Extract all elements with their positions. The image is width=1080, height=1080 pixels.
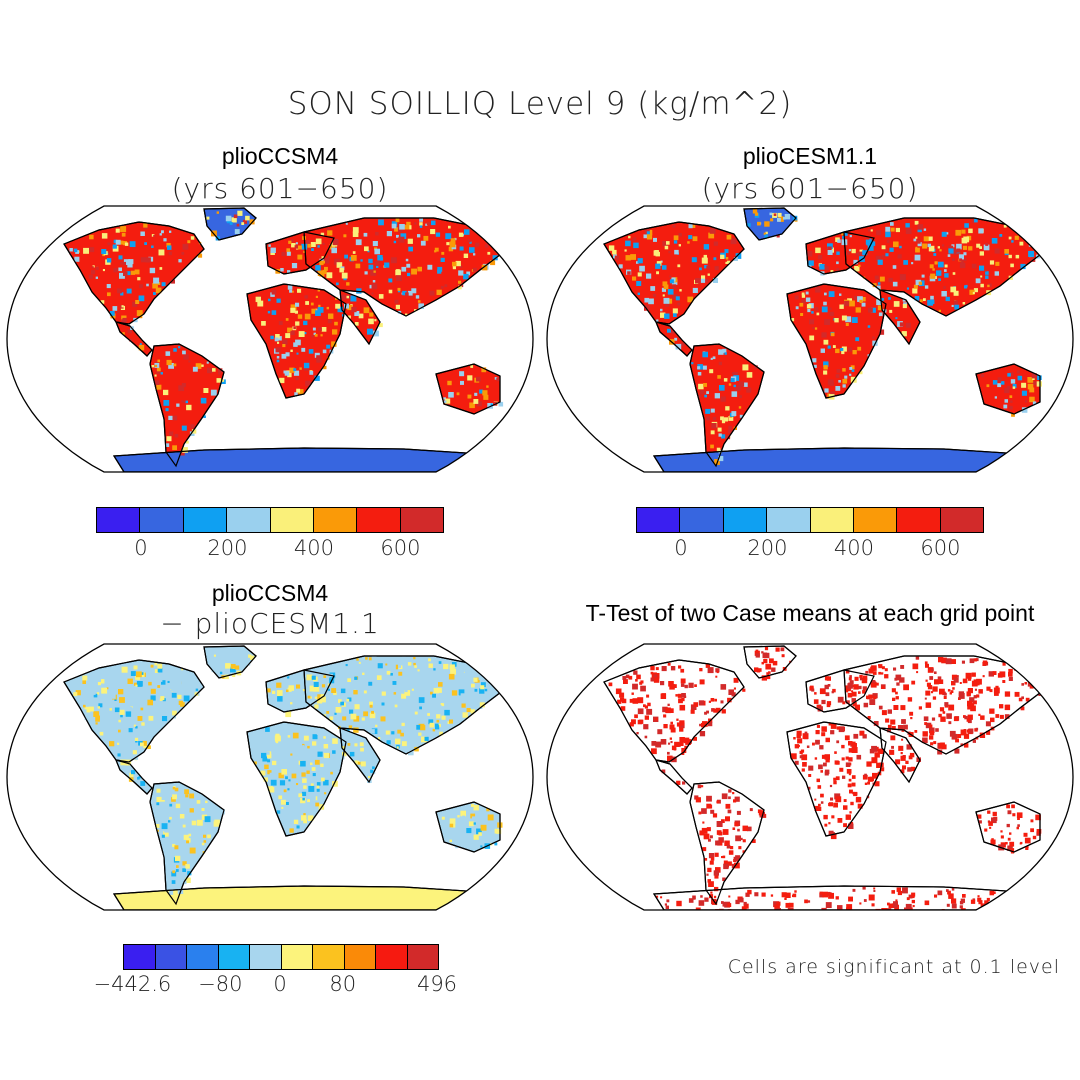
field-texture xyxy=(608,647,1053,910)
colorbar-swatch xyxy=(97,508,141,532)
colorbar-swatch xyxy=(400,508,443,532)
colorbar-tick-label: 496 xyxy=(416,972,458,996)
continent-central-america xyxy=(654,759,693,795)
panel1-map xyxy=(4,204,536,474)
field-texture xyxy=(73,653,508,904)
colorbar-tick-label: 400 xyxy=(293,536,335,560)
colorbar-swatch xyxy=(680,508,724,532)
panel2-map xyxy=(544,204,1076,474)
field-texture xyxy=(608,209,1048,465)
field-texture xyxy=(69,210,504,456)
continent-south-america xyxy=(689,343,765,468)
colorbar-swatch xyxy=(723,508,768,532)
colorbar-labels-2: 0 200 400 600 xyxy=(636,536,982,562)
colorbar-swatch xyxy=(357,508,401,532)
colorbar-swatch xyxy=(767,508,811,532)
colorbar-swatch xyxy=(155,945,187,969)
colorbar-tick-label: −442.6 xyxy=(93,972,172,996)
colorbar-tick-label: 0 xyxy=(674,536,688,560)
colorbar-swatch xyxy=(407,945,438,969)
colorbar-tick-label: 600 xyxy=(920,536,961,560)
colorbar-swatch xyxy=(124,945,156,969)
colorbar-tick-label: 200 xyxy=(747,536,788,560)
colorbar-labels-1: 0 200 400 600 xyxy=(96,536,442,562)
colorbar-swatch xyxy=(140,508,184,532)
colorbar-swatch xyxy=(344,945,376,969)
continent-central-america xyxy=(114,321,153,357)
colorbar-swatch xyxy=(637,508,681,532)
colorbar-swatch xyxy=(183,508,228,532)
map-boundary xyxy=(6,205,534,473)
colorbar-swatch xyxy=(313,945,345,969)
colorbar-swatch xyxy=(187,945,219,969)
colorbar-tick-label: 0 xyxy=(273,972,287,996)
panel2-subtitle: (yrs 601−650) xyxy=(701,172,919,205)
colorbar-swatch xyxy=(218,945,250,969)
map-boundary xyxy=(6,643,534,911)
colorbar-absolute-1 xyxy=(96,507,444,533)
colorbar-swatch xyxy=(250,945,282,969)
panel4-map xyxy=(544,642,1076,912)
panel2-title: plioCESM1.1 xyxy=(742,143,878,169)
panel3-map xyxy=(4,642,536,912)
colorbar-absolute-2 xyxy=(636,507,984,533)
world-map-robinson-icon xyxy=(546,643,1074,911)
colorbar-swatch xyxy=(270,508,314,532)
colorbar-difference xyxy=(123,944,439,970)
world-map-robinson-icon xyxy=(6,643,534,911)
colorbar-swatch xyxy=(897,508,941,532)
map-boundary xyxy=(546,643,1074,911)
panel1-subtitle: (yrs 601−650) xyxy=(171,172,389,205)
panel3-subtitle: − plioCESM1.1 xyxy=(160,607,380,640)
colorbar-swatch xyxy=(313,508,358,532)
colorbar-tick-label: 0 xyxy=(134,536,148,560)
colorbar-swatch xyxy=(810,508,854,532)
continent-africa xyxy=(246,721,347,837)
panel3-title: plioCCSM4 xyxy=(211,580,329,606)
colorbar-labels-3: −442.6 −80 0 80 496 xyxy=(94,972,458,998)
colorbar-tick-label: 600 xyxy=(380,536,421,560)
colorbar-swatch xyxy=(281,945,313,969)
significance-note: Cells are significant at 0.1 level xyxy=(727,956,1060,978)
colorbar-tick-label: −80 xyxy=(198,972,243,996)
colorbar-swatch xyxy=(853,508,898,532)
colorbar-swatch xyxy=(940,508,983,532)
colorbar-tick-label: 400 xyxy=(833,536,875,560)
colorbar-tick-label: 200 xyxy=(207,536,248,560)
continent-central-america xyxy=(654,321,693,357)
panel4-title: T-Test of two Case means at each grid po… xyxy=(585,600,1035,626)
world-map-robinson-icon xyxy=(546,205,1074,473)
colorbar-swatch xyxy=(227,508,271,532)
world-map-robinson-icon xyxy=(6,205,534,473)
map-boundary xyxy=(546,205,1074,473)
panel1-title: plioCCSM4 xyxy=(221,143,339,169)
colorbar-swatch xyxy=(376,945,408,969)
colorbar-tick-label: 80 xyxy=(329,972,357,996)
figure-title: SON SOILLIQ Level 9 (kg/m^2) xyxy=(287,86,793,122)
